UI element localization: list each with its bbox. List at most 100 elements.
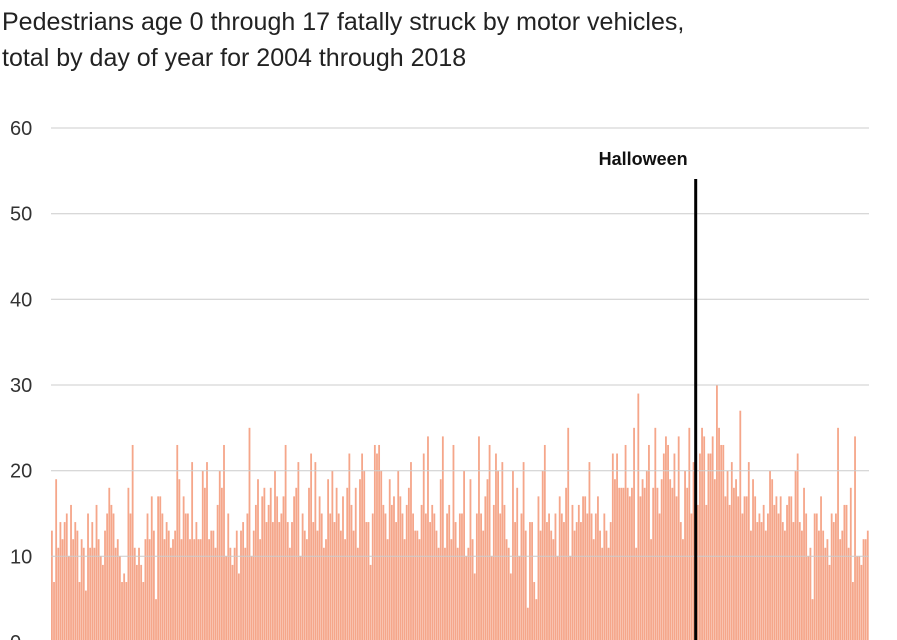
chart-bar: [537, 496, 540, 640]
chart-bar: [135, 564, 138, 640]
chart-bar: [605, 530, 608, 640]
chart-bar: [246, 513, 249, 640]
chart-bar: [233, 547, 236, 640]
chart-bar: [597, 496, 599, 640]
chart-bar: [410, 462, 412, 640]
chart-bar: [520, 513, 523, 640]
chart-bar: [586, 513, 589, 640]
chart-bar: [189, 539, 191, 640]
chart-bar: [416, 530, 419, 640]
chart-bar: [144, 539, 147, 640]
chart-bar: [95, 504, 98, 640]
chart-bar: [142, 582, 145, 640]
chart-bar: [786, 504, 788, 640]
chart-bar: [367, 522, 370, 640]
chart-bar: [728, 504, 731, 640]
chart-bar: [662, 453, 665, 640]
chart-bar: [422, 453, 425, 640]
chart-bar: [781, 522, 784, 640]
chart-bar: [535, 599, 538, 640]
chart-bar: [114, 547, 117, 640]
chart-bar: [55, 479, 58, 640]
chart-bar: [448, 504, 451, 640]
chart-bar: [348, 453, 351, 640]
chart-bar: [390, 504, 393, 640]
chart-bar: [486, 479, 489, 640]
chart-bar: [820, 496, 822, 640]
chart-bar: [822, 530, 825, 640]
chart-bar: [503, 504, 506, 640]
chart-bar: [633, 427, 635, 640]
chart-bar: [269, 487, 272, 640]
chart-bar: [609, 522, 612, 640]
chart-bar: [739, 410, 742, 640]
chart-bar: [371, 513, 374, 640]
chart-title-line-1: Pedestrians age 0 through 17 fatally str…: [2, 8, 685, 36]
chart-bar: [133, 547, 136, 640]
chart-bar: [828, 564, 831, 640]
chart-bar: [229, 547, 232, 640]
chart-bar: [497, 470, 499, 640]
chart-bar: [575, 522, 578, 640]
chart-bar: [310, 453, 313, 640]
chart-bar: [639, 496, 642, 640]
chart-bar: [488, 444, 491, 640]
chart-bar: [509, 573, 512, 640]
chart-bar: [592, 539, 595, 640]
chart-bar: [301, 513, 304, 640]
chart-bar: [745, 496, 748, 640]
chart-bar: [70, 504, 72, 640]
chart-bar: [450, 539, 453, 640]
chart-bar: [237, 573, 240, 640]
chart-bar: [480, 513, 482, 640]
chart-bar: [764, 530, 767, 640]
chart-bar: [490, 556, 493, 640]
chart-bar: [76, 530, 79, 640]
chart-bar: [271, 522, 274, 640]
chart-bar: [784, 530, 786, 640]
chart-bar: [767, 513, 769, 640]
chart-bar: [397, 470, 400, 640]
chart-bar: [216, 504, 219, 640]
chart-bar: [206, 462, 208, 640]
y-tick-label: 60: [10, 118, 32, 140]
y-tick-label: 10: [10, 546, 32, 568]
chart-bar: [826, 539, 829, 640]
chart-bar: [673, 453, 676, 640]
chart-bar: [320, 513, 323, 640]
chart-bar: [333, 522, 336, 640]
chart-bar: [284, 444, 287, 640]
chart-bar: [792, 522, 795, 640]
chart-bar: [514, 522, 516, 640]
chart-bar: [709, 453, 712, 640]
chart-bar: [172, 539, 174, 640]
chart-bar: [866, 530, 869, 640]
chart-bar: [760, 522, 763, 640]
chart-bar: [329, 513, 332, 640]
chart-bar: [148, 539, 151, 640]
chart-bar: [807, 556, 810, 640]
chart-bar: [267, 504, 270, 640]
y-tick-label: 20: [10, 461, 32, 483]
chart-title-line-2: total by day of year for 2004 through 20…: [2, 44, 467, 72]
chart-bar: [577, 504, 580, 640]
chart-bar: [614, 479, 616, 640]
chart-bar: [125, 582, 128, 640]
chart-bar: [161, 513, 164, 640]
chart-bar: [730, 462, 733, 640]
chart-bar: [558, 496, 561, 640]
chart-bar: [193, 539, 196, 640]
chart-bar: [628, 496, 631, 640]
chart-bar: [624, 444, 627, 640]
chart-bar: [741, 513, 744, 640]
chart-bar: [743, 496, 746, 640]
chart-bar: [352, 530, 355, 640]
chart-bar: [361, 453, 364, 640]
chart-bar: [809, 547, 812, 640]
chart-bar: [146, 513, 149, 640]
chart-bar: [852, 582, 854, 640]
chart-bar: [526, 607, 529, 640]
chart-bar: [832, 522, 835, 640]
chart-bar: [677, 436, 680, 640]
